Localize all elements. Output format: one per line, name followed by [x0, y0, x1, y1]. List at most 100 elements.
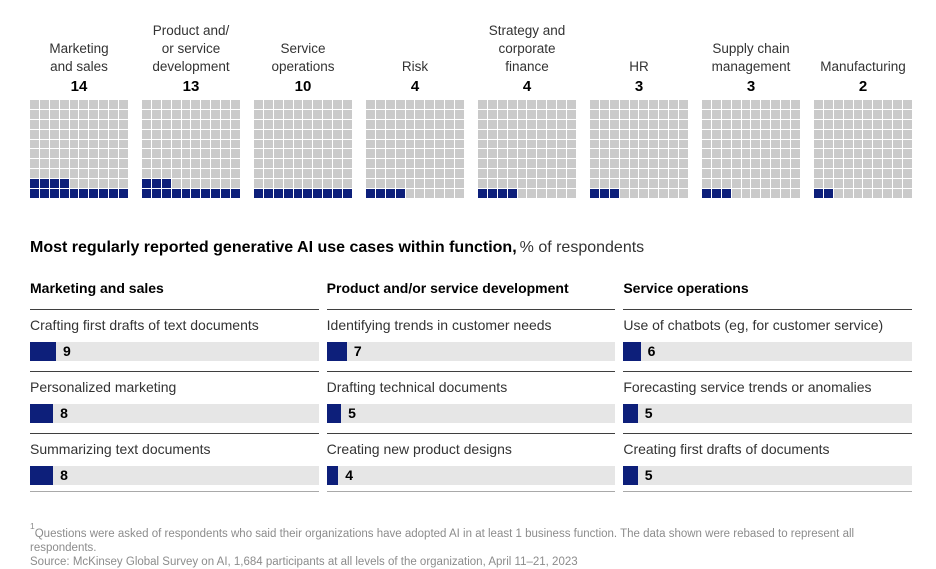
- waffle-cell: [547, 159, 557, 169]
- waffle-cell: [89, 119, 99, 129]
- waffle-cell: [517, 159, 527, 169]
- waffle-cell: [893, 119, 903, 129]
- waffle-cell: [547, 129, 557, 139]
- waffle-cell: [893, 109, 903, 119]
- waffle-cell: [507, 119, 517, 129]
- waffle-cell: [151, 139, 161, 149]
- waffle-cell: [375, 109, 385, 119]
- waffle-cell: [751, 159, 761, 169]
- waffle-cell: [303, 119, 313, 129]
- waffle-cell: [721, 129, 731, 139]
- waffle-cell: [659, 159, 669, 169]
- waffle-cell: [669, 159, 679, 169]
- waffle-cell: [293, 179, 303, 189]
- waffle-cell: [39, 149, 49, 159]
- waffle-cell: [731, 129, 741, 139]
- function-label: Supply chain management: [712, 40, 791, 76]
- waffle-cell: [293, 149, 303, 159]
- waffle-cell: [263, 139, 273, 149]
- waffle-cell: [323, 100, 333, 109]
- waffle-cell: [142, 109, 151, 119]
- waffle-cell: [731, 100, 741, 109]
- waffle-grid: [142, 100, 240, 198]
- waffle-cell: [231, 189, 240, 198]
- waffle-cell: [639, 189, 649, 198]
- waffle-cell: [385, 179, 395, 189]
- function-label: HR: [629, 58, 649, 76]
- waffle-cell: [231, 100, 240, 109]
- waffle-cell: [659, 100, 669, 109]
- waffle-cell: [119, 149, 128, 159]
- waffle-cell: [527, 139, 537, 149]
- waffle-cell: [833, 139, 843, 149]
- waffle-cell: [395, 109, 405, 119]
- waffle-cell: [171, 189, 181, 198]
- waffle-cell: [263, 149, 273, 159]
- waffle-cell: [639, 139, 649, 149]
- waffle-cell: [507, 169, 517, 179]
- waffle-cell: [669, 119, 679, 129]
- waffle-cell: [761, 189, 771, 198]
- waffle-cell: [781, 189, 791, 198]
- waffle-cell: [883, 100, 893, 109]
- waffle-cell: [761, 119, 771, 129]
- waffle-cell: [263, 169, 273, 179]
- waffle-cell: [517, 139, 527, 149]
- waffle-cell: [893, 189, 903, 198]
- waffle-cell: [323, 139, 333, 149]
- waffle-cell: [119, 189, 128, 198]
- waffle-cell: [761, 159, 771, 169]
- waffle-cell: [283, 129, 293, 139]
- waffle-cell: [171, 109, 181, 119]
- waffle-cell: [181, 109, 191, 119]
- waffle-cell: [669, 169, 679, 179]
- waffle-cell: [537, 169, 547, 179]
- waffle-cell: [366, 189, 375, 198]
- waffle-cell: [119, 139, 128, 149]
- waffle-cell: [639, 129, 649, 139]
- waffle-cell: [109, 139, 119, 149]
- waffle-cell: [478, 149, 487, 159]
- waffle-cell: [303, 169, 313, 179]
- footnote-marker: 1: [30, 521, 35, 531]
- waffle-cell: [323, 129, 333, 139]
- waffle-cell: [863, 109, 873, 119]
- waffle-cell: [629, 100, 639, 109]
- use-case-row: Crafting first drafts of text documents 9: [30, 309, 319, 371]
- waffle-cell: [853, 159, 863, 169]
- waffle-cell: [781, 169, 791, 179]
- waffle-cell: [843, 179, 853, 189]
- waffle-cell: [609, 139, 619, 149]
- waffle-cell: [151, 149, 161, 159]
- waffle-cell: [30, 189, 39, 198]
- waffle-cell: [191, 100, 201, 109]
- waffle-cell: [333, 179, 343, 189]
- waffle-cell: [649, 119, 659, 129]
- waffle-cell: [366, 119, 375, 129]
- waffle-cell: [853, 119, 863, 129]
- waffle-cell: [109, 100, 119, 109]
- waffle-cell: [537, 159, 547, 169]
- waffle-cell: [903, 159, 912, 169]
- waffle-cell: [109, 109, 119, 119]
- waffle-cell: [201, 100, 211, 109]
- waffle-cell: [649, 189, 659, 198]
- waffle-grid: [254, 100, 352, 198]
- waffle-cell: [181, 169, 191, 179]
- waffle-cell: [721, 149, 731, 159]
- waffle-cell: [741, 149, 751, 159]
- waffle-cell: [231, 129, 240, 139]
- waffle-header: Product and/or service development 13: [142, 15, 240, 100]
- waffle-cell: [375, 169, 385, 179]
- waffle-cell: [761, 139, 771, 149]
- waffle-cell: [702, 119, 711, 129]
- waffle-cell: [254, 189, 263, 198]
- waffle-cell: [590, 100, 599, 109]
- waffle-cell: [263, 179, 273, 189]
- waffle-cell: [79, 119, 89, 129]
- waffle-cell: [883, 159, 893, 169]
- waffle-cell: [142, 179, 151, 189]
- waffle-cell: [557, 109, 567, 119]
- waffle-cell: [517, 129, 527, 139]
- bar-fill: [623, 342, 641, 361]
